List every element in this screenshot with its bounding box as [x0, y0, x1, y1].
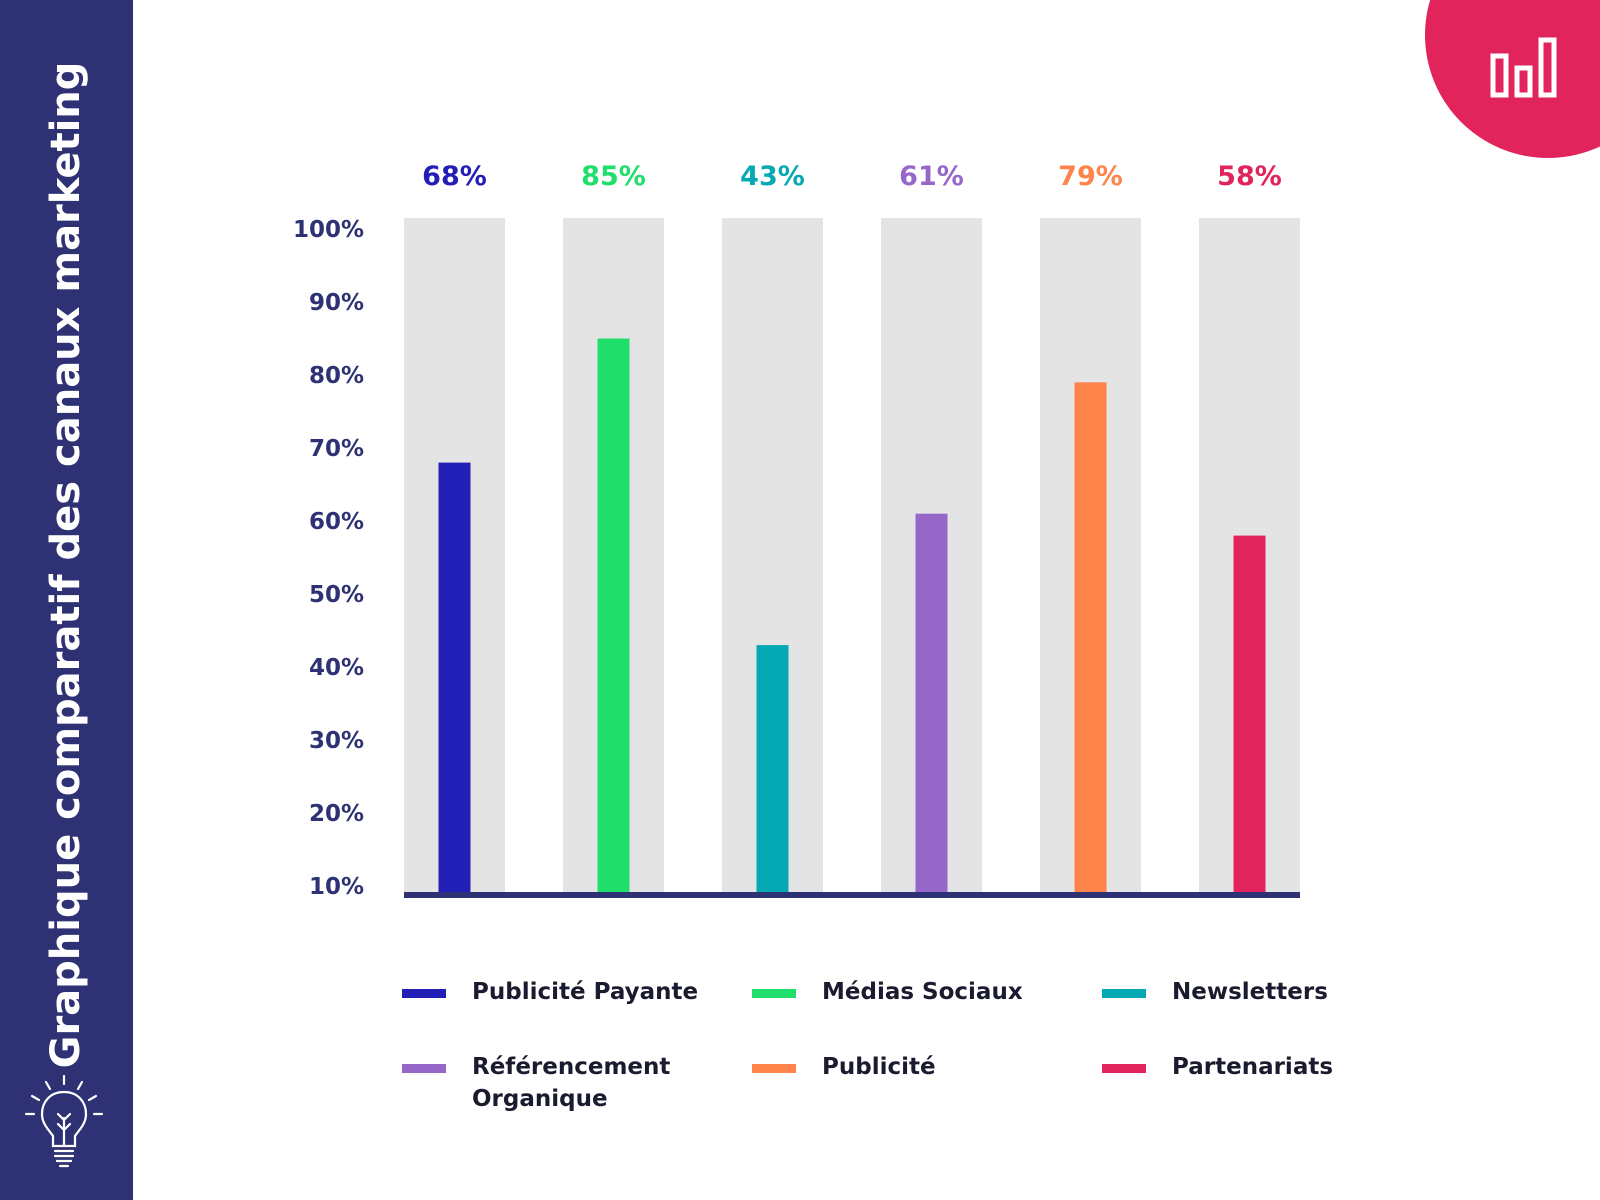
bar-value-label: 85%	[581, 161, 646, 192]
bar	[438, 462, 471, 893]
x-axis-baseline	[404, 892, 1300, 898]
legend-label: Référencement Organique	[472, 1054, 671, 1112]
y-tick-label: 10%	[309, 874, 364, 900]
legend-label: Publicité Payante	[472, 979, 699, 1005]
bar-value-label: 58%	[1217, 161, 1282, 192]
legend-swatch	[752, 989, 796, 998]
bar	[915, 513, 948, 893]
y-tick-label: 30%	[309, 728, 364, 754]
bar-value-label: 68%	[422, 161, 487, 192]
bar-value-label: 43%	[740, 161, 805, 192]
legend-label: Partenariats	[1172, 1054, 1334, 1080]
legend-swatch	[402, 989, 446, 998]
bar	[597, 338, 630, 893]
legend-label: Médias Sociaux	[822, 979, 1023, 1005]
legend-item: Publicité	[752, 1051, 1052, 1083]
legend-item: Médias Sociaux	[752, 976, 1052, 1008]
legend-item: Référencement Organique	[402, 1051, 682, 1115]
y-tick-label: 100%	[293, 217, 364, 243]
y-tick-label: 50%	[309, 582, 364, 608]
sidebar: Graphique comparatif des canaux marketin…	[0, 0, 133, 1200]
bar-chart-icon	[1490, 37, 1557, 98]
bar	[1233, 535, 1266, 893]
legend-swatch	[1102, 1064, 1146, 1073]
legend-item: Newsletters	[1102, 976, 1402, 1008]
y-tick-label: 90%	[309, 290, 364, 316]
bar	[756, 645, 789, 893]
y-tick-label: 80%	[309, 363, 364, 389]
y-tick-label: 20%	[309, 801, 364, 827]
y-tick-label: 40%	[309, 655, 364, 681]
bar	[1074, 382, 1107, 893]
legend-swatch	[752, 1064, 796, 1073]
legend-swatch	[1102, 989, 1146, 998]
bar-value-label: 61%	[899, 161, 964, 192]
legend-item: Publicité Payante	[402, 976, 702, 1008]
legend-label: Newsletters	[1172, 979, 1328, 1005]
legend-item: Partenariats	[1102, 1051, 1402, 1083]
bar-value-label: 79%	[1058, 161, 1123, 192]
y-tick-label: 70%	[309, 436, 364, 462]
legend-label: Publicité	[822, 1054, 936, 1080]
legend-swatch	[402, 1064, 446, 1073]
y-tick-label: 60%	[309, 509, 364, 535]
lightbulb-icon	[24, 1074, 104, 1168]
